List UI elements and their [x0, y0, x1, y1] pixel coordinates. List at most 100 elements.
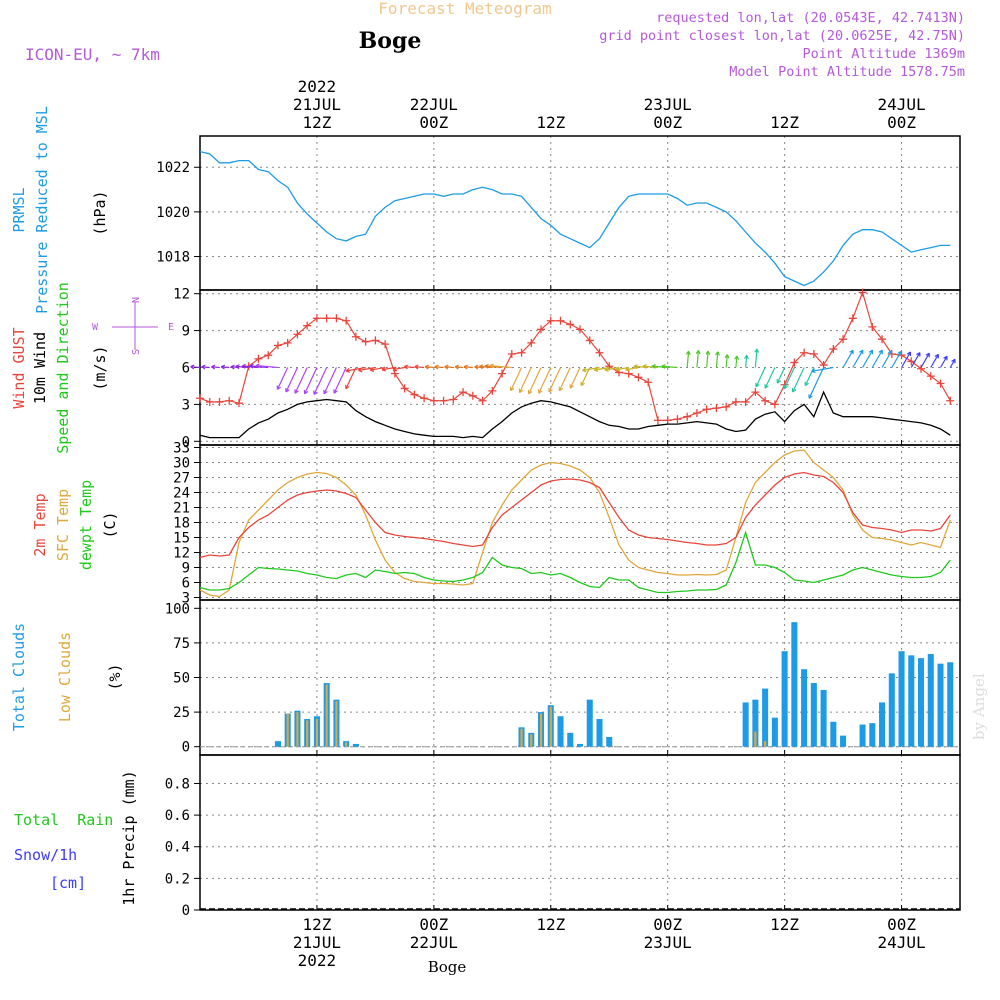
y-tick-label: 27 — [173, 471, 190, 487]
wind-dir-arrow — [852, 349, 864, 368]
wind-dir-arrowhead — [808, 394, 813, 399]
gust-marker — [809, 349, 818, 358]
y-tick-label: 33 — [173, 441, 190, 457]
wind-dir-arrow — [735, 355, 738, 368]
gust-marker — [312, 314, 321, 323]
wind-dir-arrow — [930, 354, 939, 368]
clouds-labels: Total Clouds Low Clouds (%) — [10, 623, 124, 731]
y-tick-label: 0.8 — [165, 776, 190, 792]
wind-dir-arrow — [381, 366, 395, 371]
gust-marker — [361, 337, 370, 346]
total-cloud-bar — [830, 721, 837, 747]
wind-dir-arrowhead — [934, 353, 939, 359]
gust-marker — [527, 338, 536, 347]
compass-w: W — [92, 322, 99, 333]
wind-label-gust: Wind GUST — [10, 327, 28, 408]
gust-marker — [556, 316, 565, 325]
time-label-bottom: 21JUL — [293, 933, 341, 952]
low-cloud-bar — [315, 719, 319, 747]
wind-dir-arrowhead — [454, 364, 459, 370]
gust-marker — [566, 320, 575, 329]
precip-unit: 1hr Precip (mm) — [120, 770, 138, 905]
gust-marker — [273, 341, 282, 350]
y-tick-label: 1018 — [156, 250, 190, 266]
total-cloud-bar — [937, 663, 944, 747]
total-cloud-bar — [869, 723, 876, 747]
gust-marker — [868, 322, 877, 331]
gust-marker — [371, 336, 380, 345]
y-tick-label: 0 — [182, 740, 190, 756]
wind-dir-arrow — [528, 367, 542, 395]
time-label-top: 2022 — [298, 77, 337, 96]
wind-dir-arrowhead — [943, 355, 948, 361]
wind-dir-arrowhead — [241, 363, 246, 369]
time-label-top: 00Z — [653, 113, 682, 132]
gust-marker — [351, 332, 360, 341]
wind-dir-arrowhead — [569, 384, 574, 389]
pressure-labels: PRMSL Pressure Reduced to MSL (hPa) — [10, 106, 109, 314]
wind-dir-arrow — [548, 367, 562, 393]
y-tick-label: 3 — [182, 397, 190, 413]
gust-marker — [751, 388, 760, 397]
clouds-label-low: Low Clouds — [56, 632, 74, 722]
wind-dir-arrowhead — [463, 364, 468, 370]
wind-dir-arrow — [294, 367, 308, 394]
pressure-label-prmsl: PRMSL — [10, 187, 28, 232]
time-label-top: 22JUL — [410, 95, 458, 114]
wind-dir-arrowhead — [849, 349, 854, 355]
gust-marker — [712, 404, 721, 413]
time-label-bottom: 24JUL — [877, 933, 925, 952]
gust-marker — [761, 396, 770, 405]
gust-marker — [634, 373, 643, 382]
wind-dir-arrow — [939, 355, 948, 368]
chart-subtitle: Forecast Meteogram — [378, 0, 551, 18]
footer-location: Boge — [428, 958, 467, 976]
wind-dir-arrowhead — [661, 363, 666, 369]
gust-marker — [420, 394, 429, 403]
total-cloud-bar — [898, 651, 905, 747]
gust-marker — [829, 345, 838, 354]
wind-dir-arrowhead — [211, 364, 216, 370]
wind-dir-arrowhead — [804, 381, 809, 387]
gust-marker — [439, 396, 448, 405]
plot-layer: 1018102010220369123691215182124273033025… — [156, 77, 961, 970]
wind-dir-arrowhead — [582, 367, 587, 373]
wind-dir-arrowhead — [333, 389, 338, 394]
gust-marker — [332, 314, 341, 323]
y-tick-label: 9 — [182, 324, 190, 340]
gust-marker — [653, 416, 662, 425]
time-label-top: 12Z — [302, 113, 331, 132]
wind-dir-arrow — [764, 367, 776, 389]
gust-marker — [429, 396, 438, 405]
wind-dir-arrow — [755, 367, 766, 388]
wind-dir-arrow — [862, 349, 874, 368]
watermark: by Angel — [970, 673, 988, 740]
gust-marker — [303, 321, 312, 330]
gust-marker — [254, 354, 263, 363]
wind-dir-arrowhead — [414, 364, 419, 370]
wind-dir-arrow — [651, 365, 668, 369]
wind-dir-arrowhead — [294, 389, 299, 394]
point-altitude: Point Altitude 1369m — [802, 46, 965, 62]
wind-dir-arrowhead — [925, 352, 930, 358]
wind-dir-arrow — [190, 366, 201, 369]
wind-dir-arrowhead — [783, 384, 789, 390]
wind-dir-arrowhead — [887, 350, 893, 355]
low-cloud-bar — [764, 741, 767, 747]
precip-labels: Total Rain Snow/1h [cm] 1hr Precip (mm) — [14, 770, 138, 905]
wind-label-speed-dir: Speed and Direction — [54, 282, 72, 454]
wind-dir-arrowhead — [509, 386, 515, 392]
low-cloud-bar — [520, 728, 523, 747]
gust-marker — [390, 369, 399, 378]
gust-marker — [936, 379, 945, 388]
wind-dir-arrowhead — [755, 382, 760, 388]
total-cloud-bar — [879, 702, 886, 747]
wind-dir-arrowhead — [906, 351, 912, 357]
time-label-bottom: 12Z — [770, 915, 799, 934]
gust-marker — [585, 336, 594, 345]
low-cloud-bar — [296, 712, 299, 747]
y-tick-label: 50 — [173, 671, 190, 687]
time-label-bottom: 12Z — [536, 915, 565, 934]
wind-dir-arrow — [754, 348, 758, 368]
temp-label-dewpt: dewpt Temp — [77, 480, 95, 570]
